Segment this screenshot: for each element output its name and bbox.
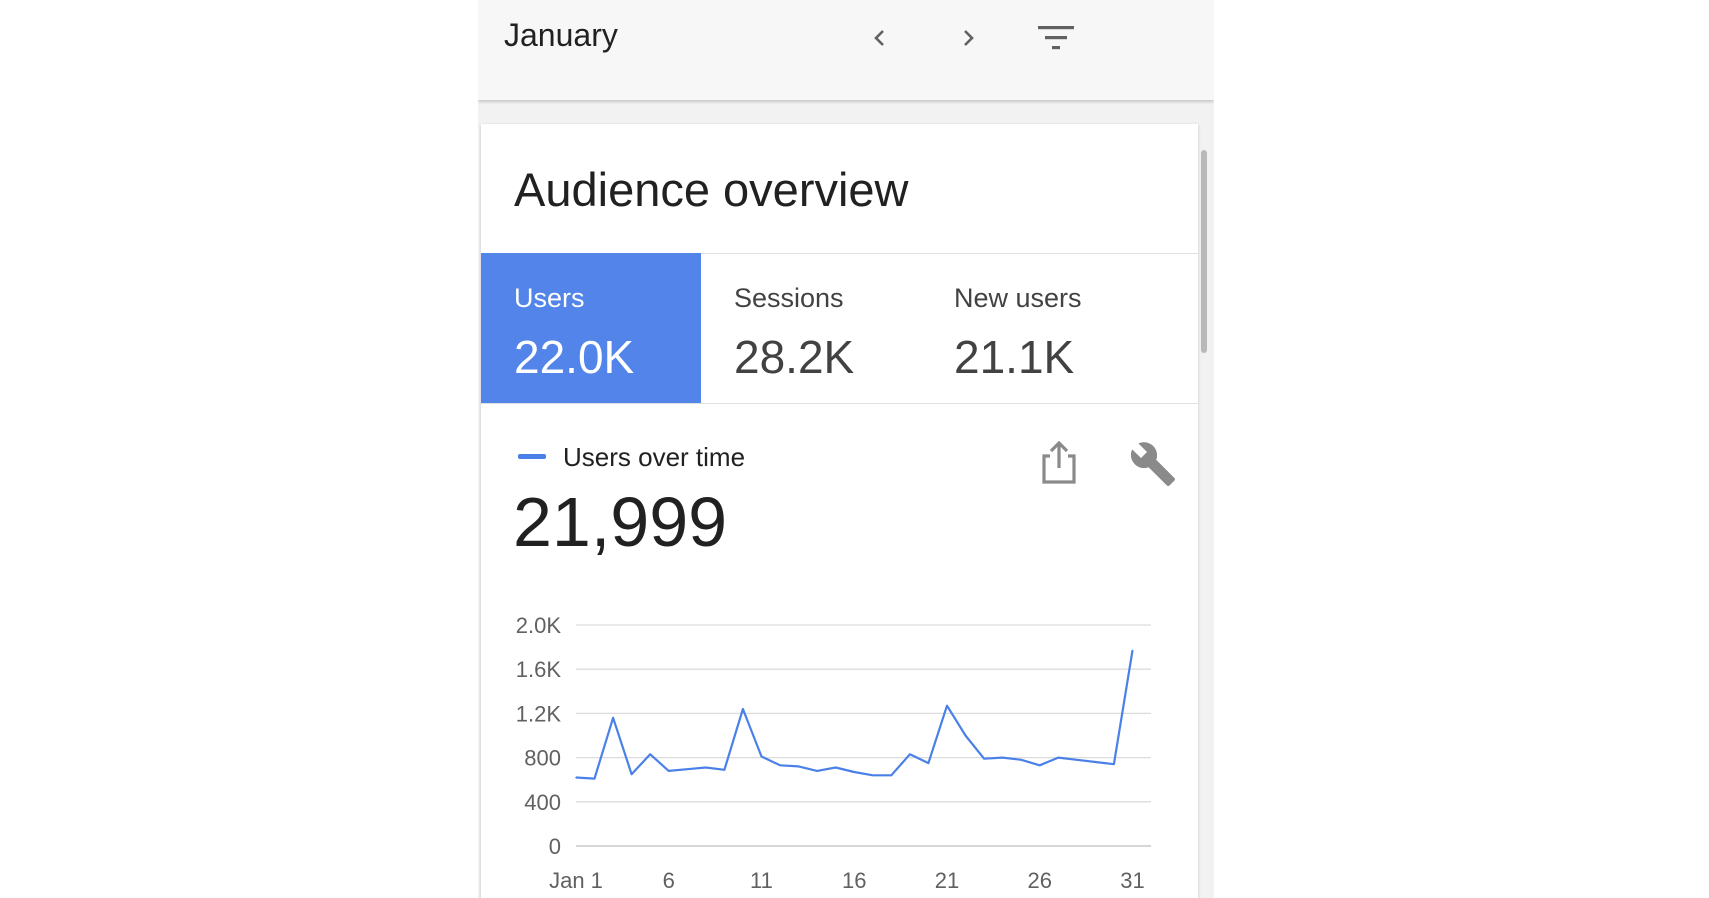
x-tick-label: 6 [663, 868, 675, 893]
data-point [705, 766, 707, 769]
metric-label: Sessions [734, 283, 844, 313]
legend-label: Users over time [563, 442, 746, 472]
data-point [834, 766, 837, 769]
x-tick-label: Jan 1 [549, 868, 603, 893]
data-point [927, 762, 930, 764]
data-point [630, 773, 633, 775]
data-point [890, 774, 893, 777]
app-screen: January Audience overview Users 22.0K [478, 0, 1214, 898]
metric-label: Users [514, 283, 585, 313]
data-point [871, 774, 874, 777]
data-point [797, 765, 800, 768]
x-tick-label: 31 [1120, 868, 1144, 893]
chevron-left-icon [874, 30, 884, 46]
data-point [1001, 756, 1004, 759]
data-point [1057, 756, 1060, 759]
total-users-value: 21,999 [513, 483, 728, 561]
audience-overview-card: Audience overview Users 22.0K Sessions 2… [481, 124, 1198, 898]
card-title: Audience overview [514, 163, 909, 216]
data-point [593, 777, 596, 780]
data-point [1038, 764, 1041, 767]
x-tick-label: 11 [750, 868, 773, 893]
divider [481, 253, 1198, 254]
data-point [853, 771, 856, 773]
data-point [909, 753, 911, 756]
data-point [723, 768, 726, 771]
x-tick-label: 16 [842, 868, 866, 893]
chevron-right-icon [964, 30, 974, 46]
data-point [983, 757, 985, 760]
divider [481, 403, 1198, 404]
metric-tab-users[interactable]: Users 22.0K [481, 253, 701, 403]
data-point [946, 704, 948, 707]
data-point [816, 770, 818, 772]
data-point [760, 755, 763, 758]
y-tick-label: 800 [524, 746, 561, 771]
data-point [575, 776, 577, 779]
y-tick-label: 400 [524, 790, 561, 815]
users-over-time-chart: 2.0K 1.6K 1.2K 800 400 0 Jan 1 6 11 16 21 26 31 [516, 613, 1151, 893]
data-point [742, 708, 744, 710]
metric-value: 21.1K [954, 331, 1075, 383]
data-point [649, 753, 651, 756]
data-point [1113, 763, 1115, 766]
y-tick-label: 1.2K [516, 701, 562, 726]
data-point [1020, 759, 1022, 761]
metric-label: New users [954, 283, 1082, 313]
wrench-icon [1130, 442, 1175, 486]
y-tick-label: 2.0K [516, 613, 562, 638]
metric-value: 22.0K [514, 331, 635, 383]
data-point [1131, 649, 1134, 652]
x-tick-label: 21 [935, 868, 959, 893]
filter-icon [1038, 26, 1074, 50]
y-tick-label: 0 [549, 834, 561, 859]
data-point [1076, 759, 1078, 761]
scrollbar[interactable] [1201, 150, 1207, 353]
y-tick-label: 1.6K [516, 657, 562, 682]
metric-tab-new-users[interactable]: New users 21.1K [921, 253, 1141, 403]
data-point [612, 717, 614, 719]
date-range-title: January [504, 17, 618, 53]
legend-swatch [518, 454, 546, 459]
metric-value: 28.2K [734, 331, 855, 383]
data-point [686, 768, 689, 771]
data-point [964, 734, 967, 737]
data-point [667, 770, 670, 772]
data-point [1094, 761, 1097, 763]
filter-button[interactable] [1032, 14, 1080, 62]
next-period-button[interactable] [944, 14, 992, 62]
app-bar: January [478, 0, 1214, 100]
metric-tab-sessions[interactable]: Sessions 28.2K [701, 253, 921, 403]
x-tick-label: 26 [1027, 868, 1051, 893]
customize-button[interactable] [1125, 436, 1181, 492]
previous-period-button[interactable] [856, 14, 904, 62]
data-point [779, 764, 781, 767]
share-icon [1042, 440, 1076, 484]
share-button[interactable] [1031, 434, 1087, 490]
